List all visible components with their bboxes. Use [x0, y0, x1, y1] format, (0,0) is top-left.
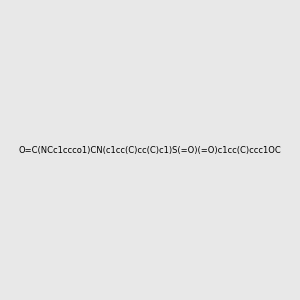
Text: O=C(NCc1ccco1)CN(c1cc(C)cc(C)c1)S(=O)(=O)c1cc(C)ccc1OC: O=C(NCc1ccco1)CN(c1cc(C)cc(C)c1)S(=O)(=O…: [19, 146, 281, 154]
